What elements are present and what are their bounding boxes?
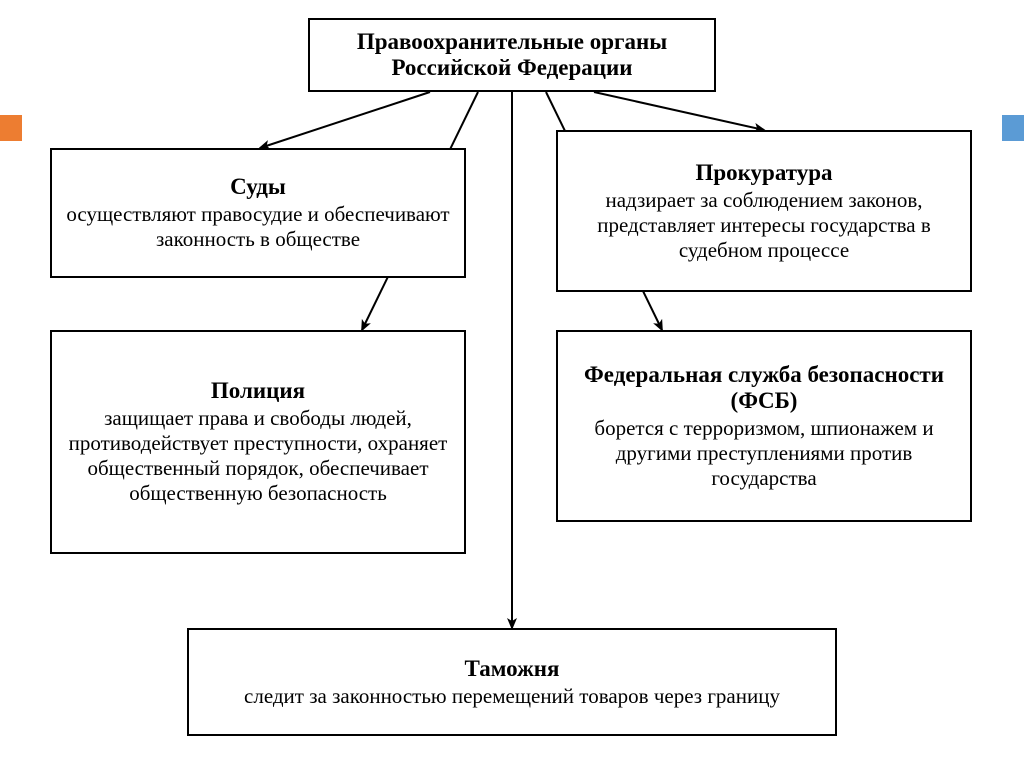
root-title: Правоохранительные органы Российской Фед… (357, 29, 667, 81)
node-desc: защищает права и свободы людей, противод… (66, 406, 450, 506)
node-title: Суды (230, 174, 286, 200)
node-fsb: Федеральная служба безопасности (ФСБ)бор… (556, 330, 972, 522)
node-courts: Судыосуществляют правосудие и обеспечива… (50, 148, 466, 278)
root-title-line2: Российской Федерации (391, 55, 632, 80)
node-title: Прокуратура (695, 160, 832, 186)
node-prosecutor: Прокуратуранадзирает за соблюдением зако… (556, 130, 972, 292)
arrow-1 (594, 92, 764, 130)
side-accent-right (1002, 115, 1024, 141)
diagram-stage: Правоохранительные органы Российской Фед… (0, 0, 1024, 768)
node-title: Полиция (211, 378, 305, 404)
root-title-line1: Правоохранительные органы (357, 29, 667, 54)
root-box: Правоохранительные органы Российской Фед… (308, 18, 716, 92)
side-accent-left (0, 115, 22, 141)
node-desc: борется с терроризмом, шпионажем и други… (572, 416, 956, 491)
arrow-0 (260, 92, 430, 148)
node-desc: надзирает за соблюдением законов, предст… (572, 188, 956, 263)
node-title: Таможня (465, 656, 560, 682)
node-desc: следит за законностью перемещений товаро… (244, 684, 780, 709)
node-desc: осуществляют правосудие и обеспечивают з… (66, 202, 450, 252)
node-police: Полициязащищает права и свободы людей, п… (50, 330, 466, 554)
node-title: Федеральная служба безопасности (ФСБ) (572, 362, 956, 414)
node-customs: Таможняследит за законностью перемещений… (187, 628, 837, 736)
